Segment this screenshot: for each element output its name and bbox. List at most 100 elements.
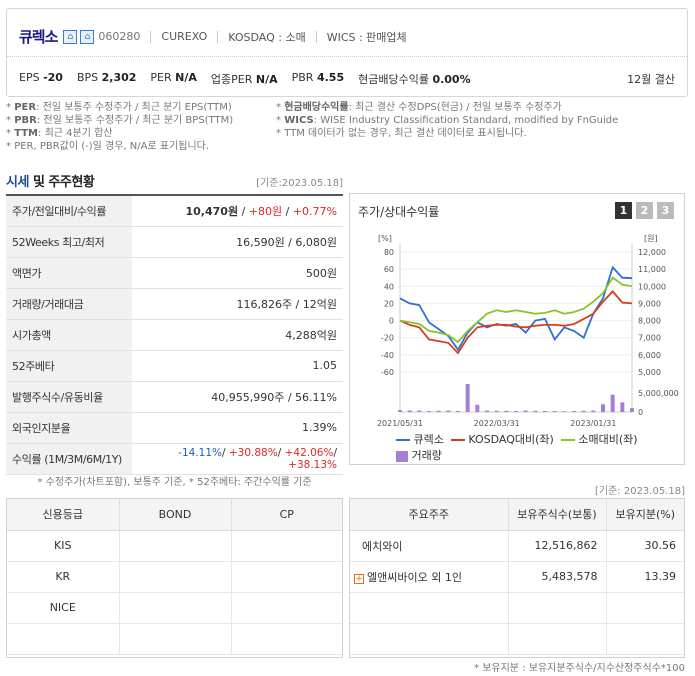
y-right-tick-label: 10,000	[638, 282, 666, 291]
owners-base-date: [기준: 2023.05.18]	[594, 486, 685, 497]
y-left-tick-label: -40	[381, 351, 394, 360]
notes-left: * PER: 전일 보통주 수정주가 / 최근 분기 EPS(TTM) * PB…	[6, 102, 234, 152]
volume-bar	[552, 411, 557, 412]
table-row: 52Weeks 최고/최저 16,590원 / 6,080원	[6, 226, 343, 258]
volume-tick-label: 5,000,000	[638, 389, 679, 398]
volume-bar	[446, 410, 451, 412]
volume-bar	[533, 410, 538, 412]
chart-legend: 큐렉소 KOSDAQ대비(좌) 소매대비(좌) 거래량	[396, 432, 686, 464]
english-name: CUREXO	[161, 30, 208, 43]
volume-bar	[485, 410, 489, 412]
legend-retail: 소매대비(좌)	[560, 433, 638, 446]
y-left-tick-label: 40	[384, 282, 394, 291]
table-row: 시가총액 4,288억원	[6, 319, 343, 351]
volume-bar	[494, 410, 499, 412]
table-row	[350, 623, 684, 655]
credit-table: 신용등급 BOND CP KIS KR NICE	[7, 499, 342, 655]
settlement-month: 12월 결산	[627, 73, 675, 86]
y-left-tick-label: -20	[381, 334, 394, 343]
x-tick-label: 2022/03/31	[474, 419, 520, 428]
company-name: 큐렉소	[19, 28, 58, 46]
return-1y: +38.13%	[288, 458, 337, 471]
base-date: [기준:2023.05.18]	[256, 178, 343, 189]
y-left-tick-label: 20	[384, 299, 394, 308]
table-row: 외국인지분율 1.39%	[6, 412, 343, 444]
chart-title: 주가/상대수익률	[358, 205, 440, 219]
y-right-tick-label: 5,000	[638, 368, 661, 377]
table-row: NICE	[7, 592, 342, 624]
company-header: 큐렉소 ⌂ ⌂ 060280 CUREXO KOSDAQ : 소매 WICS :…	[6, 8, 688, 97]
volume-bar	[417, 410, 422, 412]
volume-bar	[572, 411, 576, 412]
volume-bar	[620, 402, 625, 412]
y-right-tick-label: 6,000	[638, 351, 661, 360]
table-row: 거래량/거래대금 116,826주 / 12억원	[6, 288, 343, 320]
volume-bar	[523, 410, 528, 412]
table-row: 액면가 500원	[6, 257, 343, 289]
volume-bar	[581, 410, 586, 412]
chart-tab-2[interactable]: 2	[636, 202, 653, 219]
series-line-retail	[399, 276, 633, 344]
table-row: 주가/전일대비/수익률 10,470원 / +80원 / +0.77%	[6, 194, 343, 227]
key-metrics: EPS -20 BPS 2,302 PER N/A 업종PER N/A PBR …	[19, 71, 675, 87]
return-3m: +30.88%	[228, 446, 278, 459]
metric-bps: BPS 2,302	[76, 71, 137, 84]
y-left-tick-label: -60	[381, 368, 394, 377]
volume-bar	[407, 410, 412, 412]
y-right-tick-label: 11,000	[638, 265, 666, 274]
series-line-kosdaq	[399, 290, 633, 355]
owners-footnote: * 보유지분 : 보유지분주식수/지수산정주식수*100	[474, 663, 685, 674]
table-row: 52주베타 1.05	[6, 350, 343, 382]
table-row: + 엘앤씨바이오 외 1인 5,483,578 13.39	[350, 561, 684, 593]
volume-bar	[543, 411, 547, 412]
section-title: 시세 및 주주현황	[6, 175, 95, 190]
home-icon[interactable]: ⌂	[63, 29, 78, 44]
owners-table: 주요주주 보유주식수(보통) 보유지분(%) 에치와이 12,516,862 30.56…	[350, 499, 684, 655]
volume-bar	[465, 384, 470, 412]
x-tick-label: 2021/05/31	[377, 419, 423, 428]
market-footnote: * 수정주가(차트포함), 보통주 기준, * 52주베타: 주간수익률 기준	[37, 477, 312, 488]
chart-tab-1[interactable]: 1	[615, 202, 632, 219]
y-right-tick-label: 7,000	[638, 334, 661, 343]
y-left-tick-label: 80	[384, 248, 394, 257]
chart-tab-3[interactable]: 3	[657, 202, 674, 219]
expand-icon[interactable]: +	[354, 573, 364, 584]
volume-bar	[562, 411, 567, 412]
table-row	[7, 623, 342, 655]
credit-panel: 신용등급 BOND CP KIS KR NICE	[6, 498, 343, 658]
volume-bar	[456, 411, 460, 412]
legend-curexo: 큐렉소	[396, 433, 444, 446]
market-table: 주가/전일대비/수익률 10,470원 / +80원 / +0.77% 52We…	[6, 194, 343, 475]
homepage-icon[interactable]: ⌂	[80, 29, 95, 44]
left-unit: [%]	[378, 234, 392, 243]
y-left-tick-label: 0	[389, 317, 394, 326]
volume-bar	[514, 411, 518, 412]
price-change: +80원	[248, 204, 283, 218]
volume-bar	[398, 410, 402, 412]
volume-bar	[601, 404, 605, 412]
return-6m: +42.06%	[284, 446, 334, 459]
notes-right: * 현금배당수익률: 최근 결산 수정DPS(현금) / 전일 보통주 수정주가…	[276, 102, 619, 139]
volume-tick-label: 0	[638, 408, 643, 417]
price: 10,470원	[185, 204, 239, 218]
volume-bar	[610, 394, 615, 412]
y-left-tick-label: 60	[384, 265, 394, 274]
table-row: 수익률 (1M/3M/6M/1Y) -14.11%/ +30.88%/ +42.…	[6, 443, 343, 475]
metric-per: PER N/A	[150, 71, 197, 84]
metric-eps: EPS -20	[19, 71, 63, 84]
table-row: 발행주식수/유동비율 40,955,990주 / 56.11%	[6, 381, 343, 413]
volume-bar	[427, 411, 431, 412]
wics-info: WICS : 판매업체	[326, 30, 407, 44]
volume-bar	[591, 410, 596, 412]
return-1m: -14.11%	[178, 446, 222, 459]
volume-bar	[436, 410, 441, 412]
volume-bar	[475, 404, 480, 412]
owners-panel: 주요주주 보유주식수(보통) 보유지분(%) 에치와이 12,516,862 30.56…	[349, 498, 685, 658]
table-row: KR	[7, 561, 342, 593]
y-right-tick-label: 9,000	[638, 299, 661, 308]
price-chart: [%] [원] 80 60 40 20 0 -20 -40 -60 12,000 11,000 10…	[377, 234, 679, 428]
table-row: KIS	[7, 530, 342, 562]
metric-pbr: PBR 4.55	[291, 71, 345, 84]
